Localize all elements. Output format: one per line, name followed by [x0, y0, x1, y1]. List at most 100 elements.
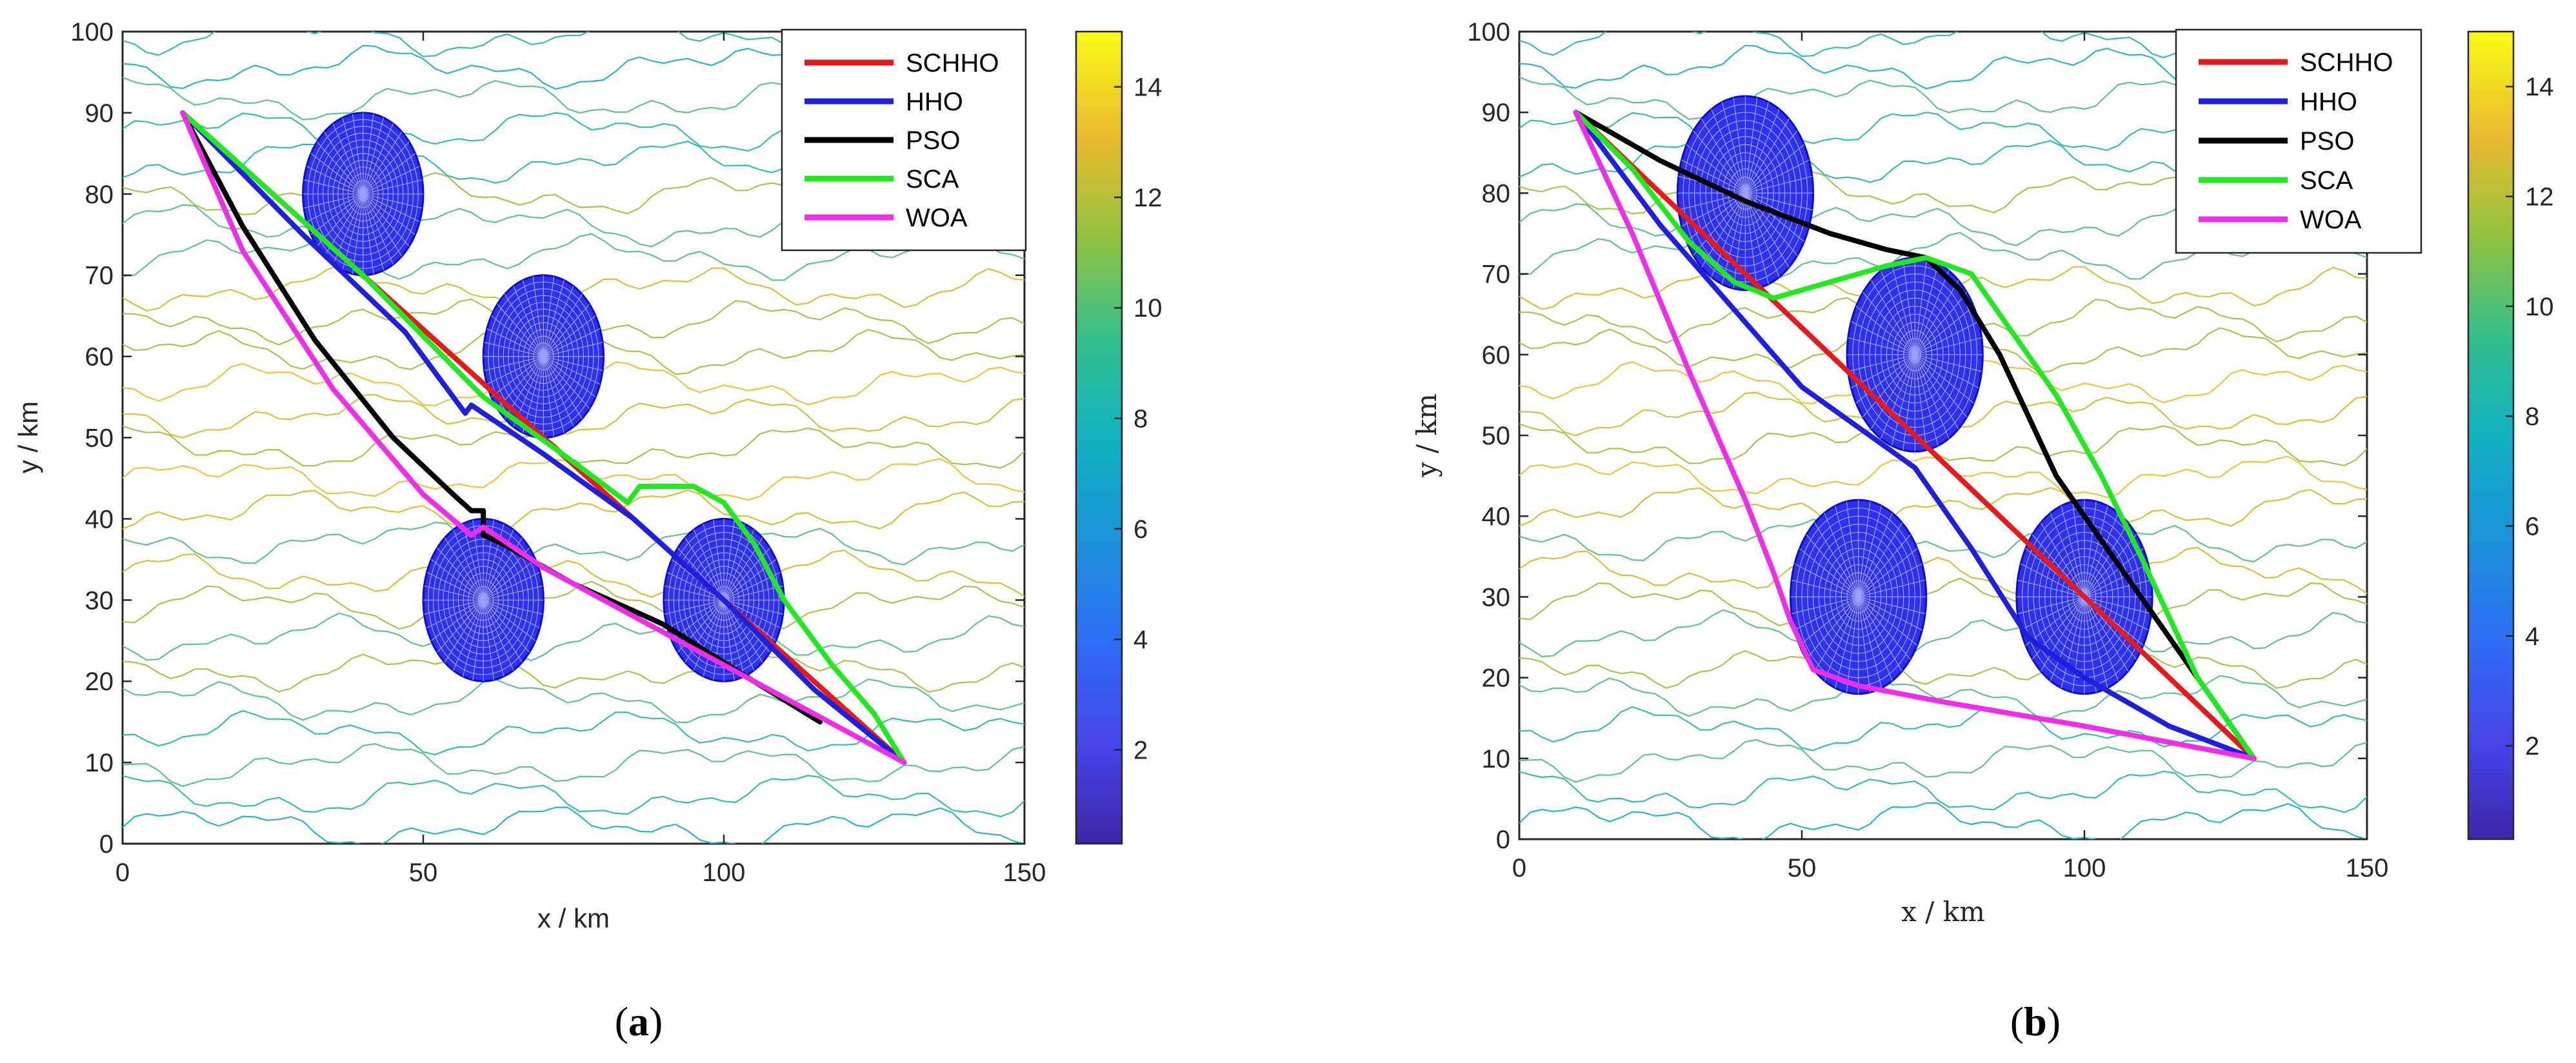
threat-mesh-spoke [1914, 321, 1979, 355]
y-tick-label: 100 [1467, 18, 1510, 46]
threat-mesh-spoke [713, 600, 724, 681]
threat-mesh-spoke [1914, 263, 1939, 355]
threat-mesh-spoke [306, 166, 364, 195]
threat-mesh-spoke [664, 599, 724, 615]
threat-mesh-spoke [522, 280, 544, 357]
threat-mesh-spoke [424, 585, 484, 601]
threat-mesh-spoke [363, 194, 415, 235]
threat-mesh-spoke [1799, 596, 1859, 646]
threat-mesh-spoke [1891, 263, 1915, 355]
threat-mesh-spoke [1686, 144, 1746, 194]
caption-letter-b: b [2024, 998, 2047, 1044]
threat-mesh-spoke [543, 356, 590, 409]
legend-label-hho-a: HHO [906, 88, 963, 116]
y-tick-label: 0 [1496, 826, 1510, 854]
contour-line [123, 743, 1024, 787]
threat-mesh-spoke [1914, 354, 1979, 388]
legend-a: SCHHO HHO PSO SCA WOA [781, 28, 1027, 252]
threat-mesh-spoke [472, 600, 484, 681]
contour-line [123, 678, 1024, 724]
contour-line [1519, 644, 2367, 689]
threat-mesh-spoke [1881, 354, 1915, 439]
threat-mesh-spoke [513, 286, 544, 357]
threat-mesh-spoke [703, 523, 724, 601]
threat-mesh-spoke [491, 315, 544, 357]
legend-label-hho-b: HHO [2300, 88, 2357, 116]
threat-zones-a [302, 112, 785, 682]
y-tick-label: 40 [1482, 502, 1511, 531]
threat-mesh-spoke [723, 600, 755, 671]
threat-mesh-spoke [1914, 306, 1974, 355]
colorbar-tick-label: 4 [1133, 626, 1148, 654]
legend-label-pso-b: PSO [2300, 127, 2354, 155]
colorbar-tick-label: 6 [2525, 513, 2539, 541]
x-tick-label: 50 [409, 859, 438, 887]
threat-mesh-spoke [1858, 548, 1918, 597]
threat-mesh-spoke [1848, 337, 1915, 355]
legend-label-schho-a: SCHHO [906, 49, 999, 77]
threat-mesh-spoke [431, 599, 484, 641]
threat-mesh-spoke [693, 530, 724, 601]
threat-mesh-spoke [1721, 193, 1746, 284]
threat-mesh-spoke [426, 571, 484, 601]
threat-mesh-spoke [532, 356, 544, 437]
threat-mesh-spoke [1914, 354, 1968, 417]
threat-mesh-spoke [483, 600, 514, 671]
series-line-schho [1573, 110, 2257, 761]
threat-mesh-spoke [1858, 597, 1911, 660]
threat-mesh-spoke [316, 141, 364, 195]
threat-mesh-spoke [1686, 192, 1746, 242]
threat-mesh-spoke [1744, 193, 1769, 284]
threat-mesh-spoke [2061, 597, 2085, 688]
series-line-woa [1573, 110, 2257, 761]
series-line-sca [180, 110, 907, 766]
threat-mesh-spoke [1858, 597, 1882, 688]
threat-mesh-spoke [1855, 354, 1915, 404]
threat-mesh-spoke [1914, 354, 1959, 430]
threat-mesh-spoke [2084, 506, 2108, 597]
x-axis-label-b: x / km [1901, 896, 1985, 928]
threat-mesh-spoke [2072, 597, 2085, 693]
threat-mesh-spoke [363, 179, 423, 195]
threat-mesh-spoke [543, 328, 601, 357]
threat-mesh-spoke [1846, 597, 1859, 693]
threat-mesh-spoke [1858, 579, 1926, 597]
x-tick-label: 0 [115, 859, 130, 887]
threat-mesh-spoke [484, 342, 544, 357]
threat-mesh-spoke [1711, 109, 1746, 194]
threat-mesh-spoke [1791, 579, 1859, 597]
threat-mesh-spoke [1914, 354, 1928, 450]
threat-mesh-spoke [1744, 109, 1780, 194]
threat-mesh-spoke [483, 600, 504, 677]
threat-mesh-spoke [444, 537, 484, 601]
threat-mesh-spoke [363, 194, 374, 274]
threat-mesh-spoke [543, 356, 555, 437]
y-tick-label: 70 [85, 262, 114, 290]
colorbar-tick-label: 12 [2525, 183, 2554, 212]
threat-mesh-spoke [363, 117, 384, 194]
threat-mesh-spoke [444, 599, 484, 663]
threat-mesh-spoke [2084, 596, 2149, 631]
x-tick-label: 150 [1003, 859, 1046, 887]
threat-mesh-spoke [667, 599, 724, 628]
y-tick-label: 50 [85, 424, 114, 453]
flight-paths-b [1573, 110, 2257, 761]
threat-mesh-spoke [1733, 97, 1746, 194]
threat-mesh-spoke [453, 530, 484, 601]
legend-label-woa-b: WOA [2300, 206, 2362, 234]
contour-line [123, 393, 1024, 439]
y-tick-label: 90 [85, 99, 114, 128]
threat-mesh-spoke [1824, 597, 1859, 681]
threat-mesh-spoke [543, 293, 583, 357]
legend-label-pso-a: PSO [906, 126, 960, 155]
threat-mesh-spoke [2020, 563, 2085, 597]
legend-b: SCHHO HHO PSO SCA WOA [2175, 28, 2422, 254]
threat-mesh-spoke [1914, 354, 1939, 446]
threat-mesh-spoke [2084, 501, 2097, 597]
contour-line [123, 775, 1024, 818]
threat-mesh-spoke [363, 194, 423, 209]
threat-mesh-spoke [1744, 119, 1790, 194]
threat-mesh-spoke [543, 280, 564, 357]
threat-mesh-spoke [543, 356, 574, 427]
threat-mesh-spoke [684, 599, 724, 663]
